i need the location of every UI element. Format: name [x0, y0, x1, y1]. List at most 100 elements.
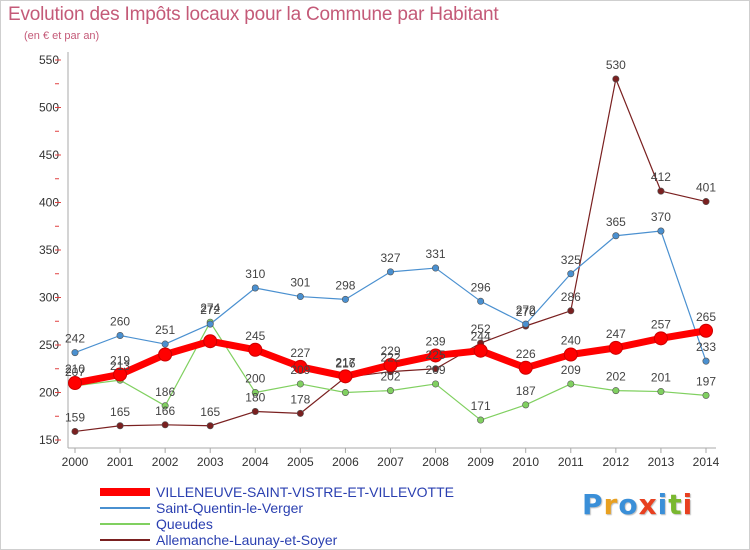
data-label: 245: [245, 329, 265, 343]
data-point: [251, 407, 259, 415]
data-point: [702, 198, 710, 206]
legend-item: Saint-Quentin-le-Verger: [100, 500, 520, 516]
data-point: [567, 307, 575, 315]
data-point: [68, 376, 82, 390]
data-label: 310: [245, 267, 265, 281]
data-label: 165: [200, 405, 220, 419]
data-point: [71, 427, 79, 435]
x-tick-label: 2003: [197, 455, 224, 469]
data-label: 239: [426, 334, 446, 348]
x-tick-label: 2004: [242, 455, 269, 469]
logo-letter: r: [603, 488, 619, 521]
proxiti-logo: Proxiti: [582, 488, 693, 521]
data-label: 226: [516, 347, 536, 361]
legend-label: Allemanche-Launay-et-Soyer: [156, 532, 338, 548]
data-label: 202: [606, 370, 626, 384]
data-point: [296, 409, 304, 417]
data-label: 286: [561, 290, 581, 304]
legend-label: VILLENEUVE-SAINT-VISTRE-ET-VILLEVOTTE: [156, 484, 454, 500]
data-point: [477, 416, 485, 424]
data-point: [341, 388, 349, 396]
data-label: 272: [200, 303, 220, 317]
data-label: 200: [245, 372, 265, 386]
x-tick-label: 2011: [558, 455, 584, 469]
y-tick-label: 300: [39, 291, 59, 305]
chart-subtitle: (en € et par an): [24, 30, 100, 42]
data-label: 209: [561, 363, 581, 377]
data-point: [113, 367, 128, 382]
data-point: [116, 331, 124, 339]
data-point: [567, 270, 575, 278]
data-point: [653, 331, 668, 346]
data-point: [702, 391, 710, 399]
data-point: [383, 357, 398, 372]
y-tick-label: 200: [39, 386, 59, 400]
x-tick-label: 2012: [603, 455, 630, 469]
data-point: [71, 349, 79, 357]
data-point: [477, 297, 485, 305]
data-label: 272: [516, 303, 536, 317]
data-point: [386, 387, 394, 395]
logo-letter: i: [657, 488, 669, 521]
data-label: 331: [426, 247, 446, 261]
data-label: 210: [65, 362, 85, 376]
legend-swatch: [100, 507, 150, 509]
data-point: [702, 357, 710, 365]
data-label: 244: [471, 330, 491, 344]
data-label: 296: [471, 280, 491, 294]
data-label: 240: [561, 334, 581, 348]
data-label: 209: [426, 363, 446, 377]
x-tick-label: 2013: [648, 455, 675, 469]
data-point: [161, 340, 169, 348]
x-tick-label: 2000: [62, 455, 89, 469]
data-label: 247: [606, 327, 626, 341]
x-tick-label: 2008: [422, 455, 449, 469]
x-tick-label: 2009: [467, 455, 494, 469]
x-tick-label: 2005: [287, 455, 314, 469]
x-tick-label: 2006: [332, 455, 359, 469]
logo-letter: x: [638, 488, 658, 521]
data-label: 252: [471, 322, 491, 336]
x-tick-label: 2002: [152, 455, 179, 469]
data-point: [432, 380, 440, 388]
data-point: [116, 422, 124, 430]
legend-swatch: [100, 523, 150, 525]
data-label: 260: [110, 315, 130, 329]
y-tick-label: 350: [39, 243, 59, 257]
logo-letter: P: [582, 488, 604, 521]
x-tick-label: 2007: [377, 455, 404, 469]
legend-swatch: [100, 488, 150, 496]
data-label: 219: [110, 353, 130, 367]
data-point: [567, 380, 575, 388]
data-point: [293, 359, 308, 374]
data-point: [657, 187, 665, 195]
data-label: 412: [651, 170, 671, 184]
chart-title: Evolution des Impôts locaux pour la Comm…: [8, 4, 499, 25]
data-point: [203, 334, 218, 349]
data-point: [612, 387, 620, 395]
data-label: 216: [335, 356, 355, 370]
x-tick-label: 2001: [107, 455, 134, 469]
y-tick-label: 450: [39, 148, 59, 162]
data-point: [338, 369, 353, 384]
data-point: [296, 293, 304, 301]
data-point: [657, 388, 665, 396]
y-tick-label: 550: [39, 53, 59, 67]
data-point: [432, 365, 440, 373]
data-label: 233: [696, 340, 716, 354]
data-point: [522, 320, 530, 328]
data-point: [158, 347, 173, 362]
data-point: [341, 295, 349, 303]
data-point: [161, 421, 169, 429]
data-label: 530: [606, 58, 626, 72]
data-label: 159: [65, 410, 85, 424]
data-label: 251: [155, 323, 175, 337]
data-point: [251, 388, 259, 396]
data-label: 325: [561, 253, 581, 267]
data-point: [563, 347, 578, 362]
data-point: [612, 75, 620, 83]
y-tick-label: 150: [39, 433, 59, 447]
data-label: 401: [696, 181, 716, 195]
logo-letter: t: [668, 488, 683, 521]
